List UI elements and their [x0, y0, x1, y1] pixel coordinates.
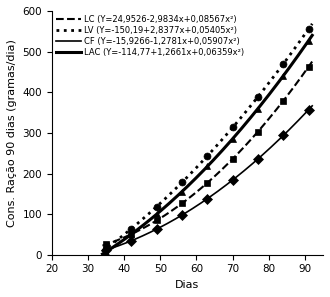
Y-axis label: Cons. Ração 90 dias (gramas/dia): Cons. Ração 90 dias (gramas/dia)	[7, 39, 17, 227]
Legend: LC (Y=24,9526-2,9834x+0,08567x²), LV (Y=-150,19+2,8377x+0,05405x²), CF (Y=-15,92: LC (Y=24,9526-2,9834x+0,08567x²), LV (Y=…	[54, 13, 246, 59]
X-axis label: Dias: Dias	[175, 280, 200, 290]
